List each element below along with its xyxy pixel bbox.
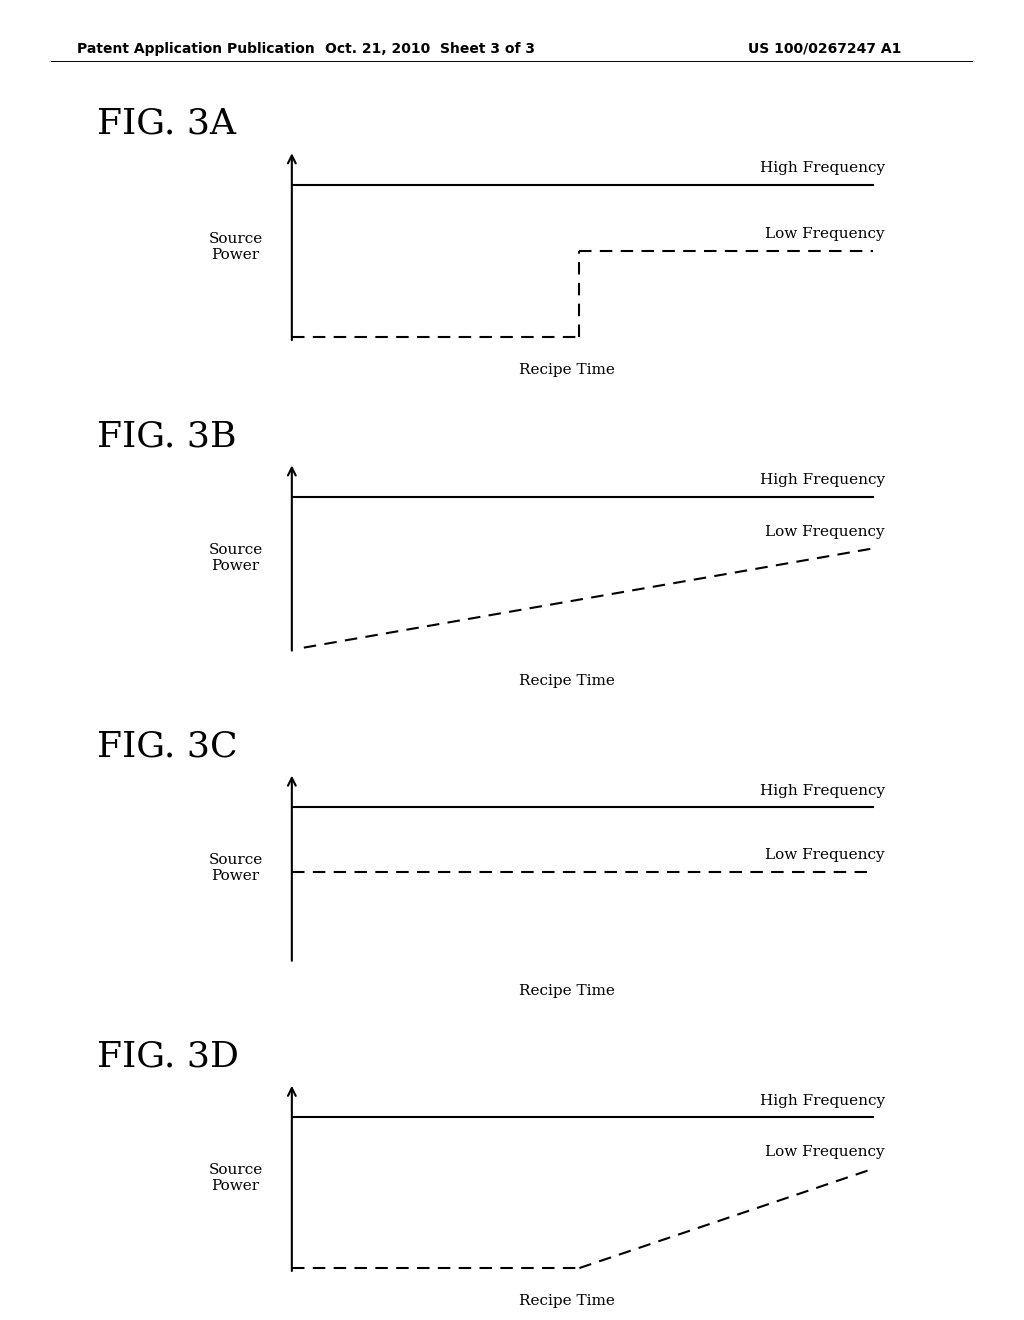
Text: FIG. 3B: FIG. 3B: [97, 420, 237, 453]
Text: High Frequency: High Frequency: [760, 161, 885, 176]
Text: Low Frequency: Low Frequency: [765, 1146, 885, 1159]
Text: FIG. 3A: FIG. 3A: [97, 107, 237, 141]
Text: High Frequency: High Frequency: [760, 784, 885, 797]
Text: Source
Power: Source Power: [209, 543, 262, 573]
Text: FIG. 3C: FIG. 3C: [97, 730, 238, 763]
Text: Source
Power: Source Power: [209, 231, 262, 261]
Text: Recipe Time: Recipe Time: [519, 363, 615, 378]
Text: Patent Application Publication: Patent Application Publication: [77, 42, 314, 55]
Text: US 100/0267247 A1: US 100/0267247 A1: [748, 42, 901, 55]
Text: Oct. 21, 2010  Sheet 3 of 3: Oct. 21, 2010 Sheet 3 of 3: [325, 42, 536, 55]
Text: Recipe Time: Recipe Time: [519, 673, 615, 688]
Text: Low Frequency: Low Frequency: [765, 849, 885, 862]
Text: Recipe Time: Recipe Time: [519, 1294, 615, 1308]
Text: Source
Power: Source Power: [209, 853, 262, 883]
Text: Recipe Time: Recipe Time: [519, 983, 615, 998]
Text: Source
Power: Source Power: [209, 1163, 262, 1193]
Text: High Frequency: High Frequency: [760, 474, 885, 487]
Text: Low Frequency: Low Frequency: [765, 227, 885, 240]
Text: High Frequency: High Frequency: [760, 1094, 885, 1107]
Text: FIG. 3D: FIG. 3D: [97, 1040, 240, 1073]
Text: Low Frequency: Low Frequency: [765, 525, 885, 539]
